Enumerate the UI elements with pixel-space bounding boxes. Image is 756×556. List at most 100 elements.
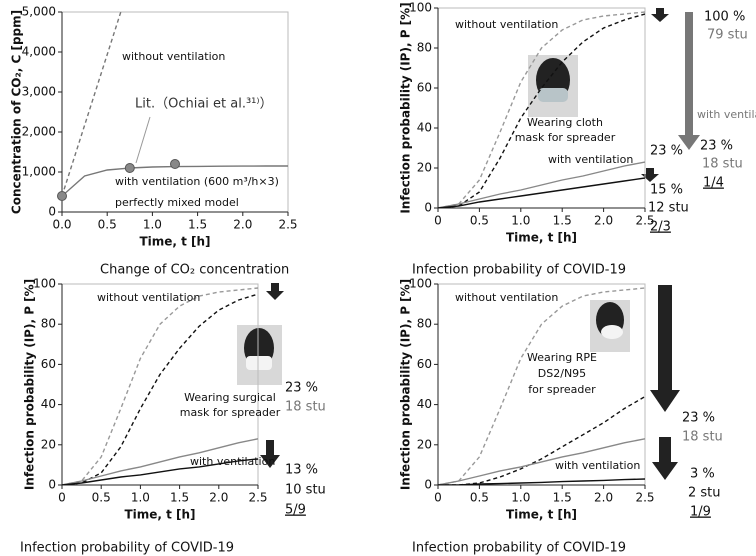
line-series bbox=[438, 11, 645, 208]
x-tick-label: 1.5 bbox=[553, 214, 572, 228]
panel: 0 20 40 60 80 100 0 0.5 1.0 1.5 2.0 2.5 Time, t [h] I… bbox=[399, 277, 723, 556]
x-tick-label: 1.0 bbox=[131, 491, 150, 505]
annotation: 5/9 bbox=[285, 503, 306, 518]
y-tick-label: 1,000 bbox=[22, 165, 56, 179]
y-axis-label: Infection probability (IP), P [%] bbox=[399, 2, 413, 213]
annotation: 23 % bbox=[682, 411, 715, 426]
annotation: without ventilation bbox=[122, 50, 225, 63]
x-tick-label: 2.5 bbox=[635, 491, 654, 505]
x-tick-label: 1.0 bbox=[511, 491, 530, 505]
annotation: 12 stu bbox=[648, 201, 689, 216]
line-series bbox=[438, 13, 645, 208]
x-tick-label: 0 bbox=[58, 491, 66, 505]
data-point bbox=[57, 191, 67, 201]
x-tick-label: 1.0 bbox=[511, 214, 530, 228]
line-series bbox=[438, 438, 645, 485]
y-tick-label: 100 bbox=[33, 277, 56, 291]
x-tick-label: 2.0 bbox=[594, 491, 613, 505]
annotation: 18 stu bbox=[702, 157, 743, 172]
panel-caption: Infection probability of COVID-19 bbox=[20, 541, 234, 556]
y-tick-label: 60 bbox=[417, 81, 432, 95]
y-tick-label: 20 bbox=[417, 437, 432, 451]
annotation: for spreader bbox=[528, 383, 596, 396]
y-tick-label: 20 bbox=[417, 161, 432, 175]
annotation: 2/3 bbox=[650, 220, 671, 235]
x-tick-label: 2.5 bbox=[248, 491, 267, 505]
y-axis-label: Infection probability (IP), P [%] bbox=[399, 279, 413, 490]
arrow bbox=[652, 437, 678, 480]
arrow bbox=[651, 8, 669, 22]
x-tick-label: 2.5 bbox=[635, 214, 654, 228]
x-tick-label: 2.5 bbox=[278, 218, 297, 232]
x-tick-label: 2.0 bbox=[209, 491, 228, 505]
annotation: Lit.（Ochiai et al.³¹⁾） bbox=[135, 97, 273, 112]
annotation: 79 stu bbox=[707, 28, 748, 43]
y-tick-label: 60 bbox=[41, 357, 56, 371]
y-tick-label: 0 bbox=[424, 201, 432, 215]
x-tick-label: 1.5 bbox=[553, 491, 572, 505]
mask-photo bbox=[237, 325, 282, 385]
annotation: 2 stu bbox=[688, 486, 721, 501]
y-tick-label: 100 bbox=[409, 277, 432, 291]
panel: 0 1,000 2,000 3,000 4,000 5,000 0.0 0.5 1.0 1.5 2.… bbox=[10, 5, 298, 278]
panel: 0 20 40 60 80 100 0 0.5 1.0 1.5 2.0 2.5 Time, t [h] I… bbox=[20, 277, 326, 556]
panel-caption: Infection probability of COVID-19 bbox=[412, 541, 626, 556]
arrow bbox=[260, 440, 280, 468]
annotation: 18 stu bbox=[682, 430, 723, 445]
x-axis-label: Time, t [h] bbox=[139, 235, 210, 249]
line-series bbox=[438, 177, 645, 208]
y-tick-label: 0 bbox=[424, 478, 432, 492]
mask-photo bbox=[590, 300, 630, 352]
y-tick-label: 0 bbox=[48, 478, 56, 492]
annotation: 10 stu bbox=[285, 483, 326, 498]
x-axis-label: Time, t [h] bbox=[506, 508, 577, 522]
leader-line bbox=[135, 116, 151, 164]
y-tick-label: 0 bbox=[48, 205, 56, 219]
annotation: Wearing RPE bbox=[527, 351, 597, 364]
y-tick-label: 60 bbox=[417, 357, 432, 371]
panel: 0 20 40 60 80 100 0 0.5 1.0 1.5 2.0 2.5 Time, t [h] I… bbox=[399, 1, 756, 278]
line-series bbox=[438, 287, 645, 485]
annotation: without ventilation bbox=[455, 291, 558, 304]
annotation: with ventilation bbox=[697, 108, 756, 121]
annotation: Wearing surgical bbox=[184, 391, 276, 404]
line-series bbox=[438, 395, 645, 485]
y-tick-label: 20 bbox=[41, 437, 56, 451]
line-series bbox=[62, 438, 258, 485]
annotation: 1/4 bbox=[703, 176, 724, 191]
x-tick-label: 0.5 bbox=[470, 491, 489, 505]
y-tick-label: 2,000 bbox=[22, 125, 56, 139]
x-tick-label: 0.5 bbox=[470, 214, 489, 228]
arrow bbox=[266, 283, 284, 300]
annotation: 13 % bbox=[285, 463, 318, 478]
y-tick-label: 5,000 bbox=[22, 5, 56, 19]
arrow bbox=[650, 285, 680, 412]
line-series bbox=[62, 287, 258, 485]
x-tick-label: 1.0 bbox=[143, 218, 162, 232]
arrow bbox=[678, 12, 700, 150]
plot-area bbox=[62, 287, 258, 485]
x-axis-label: Time, t [h] bbox=[124, 508, 195, 522]
line-series bbox=[438, 478, 645, 485]
annotation: mask for spreader bbox=[515, 131, 616, 144]
annotation: 100 % bbox=[704, 10, 745, 25]
mask-photo bbox=[528, 55, 578, 117]
x-tick-label: 2.0 bbox=[594, 214, 613, 228]
annotation: 1/9 bbox=[690, 505, 711, 520]
line-series bbox=[62, 12, 122, 197]
y-tick-label: 40 bbox=[417, 121, 432, 135]
annotation: mask for spreader bbox=[180, 406, 281, 419]
x-tick-label: 1.5 bbox=[188, 218, 207, 232]
annotation: with ventilation (600 m³/h×3) bbox=[115, 175, 279, 188]
annotation: without ventilation bbox=[97, 291, 200, 304]
x-tick-label: 0 bbox=[434, 214, 442, 228]
x-tick-label: 2.0 bbox=[233, 218, 252, 232]
x-tick-label: 0 bbox=[434, 491, 442, 505]
plot-area bbox=[438, 11, 645, 208]
annotation: with ventilation bbox=[555, 459, 640, 472]
y-axis-label: Concentration of CO₂, C [ppm] bbox=[10, 10, 24, 214]
y-axis-label: Infection probability (IP), P [%] bbox=[23, 279, 37, 490]
y-tick-label: 40 bbox=[417, 397, 432, 411]
annotation: 3 % bbox=[690, 467, 715, 482]
line-series bbox=[62, 458, 258, 485]
